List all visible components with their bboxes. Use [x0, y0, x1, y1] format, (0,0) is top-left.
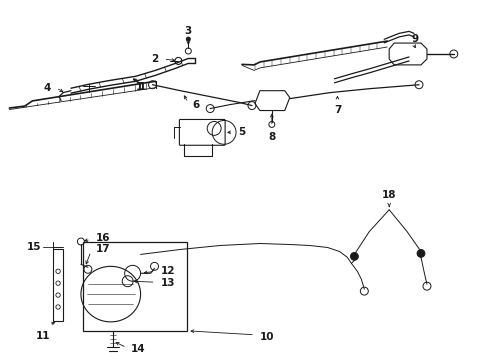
Text: 6: 6	[192, 100, 199, 109]
Text: 4: 4	[44, 83, 51, 93]
Text: 16: 16	[96, 233, 110, 243]
Text: 15: 15	[26, 243, 41, 252]
Text: 8: 8	[268, 132, 275, 142]
Text: 1: 1	[139, 82, 146, 92]
Text: 11: 11	[36, 331, 50, 341]
Text: 17: 17	[96, 244, 110, 255]
Bar	[53, 249, 63, 321]
Text: 2: 2	[151, 54, 158, 64]
Bar	[83, 242, 187, 331]
Text: 12: 12	[161, 266, 175, 276]
Text: 7: 7	[334, 105, 341, 114]
Text: 10: 10	[260, 332, 274, 342]
Text: 18: 18	[382, 190, 396, 200]
Text: 3: 3	[185, 26, 192, 36]
Text: 1: 1	[135, 82, 143, 92]
Circle shape	[350, 252, 358, 260]
Circle shape	[186, 37, 190, 41]
Text: 13: 13	[161, 278, 175, 288]
Text: 5: 5	[238, 127, 245, 138]
Circle shape	[417, 249, 425, 257]
Text: 14: 14	[131, 344, 145, 354]
Text: 9: 9	[411, 34, 418, 44]
